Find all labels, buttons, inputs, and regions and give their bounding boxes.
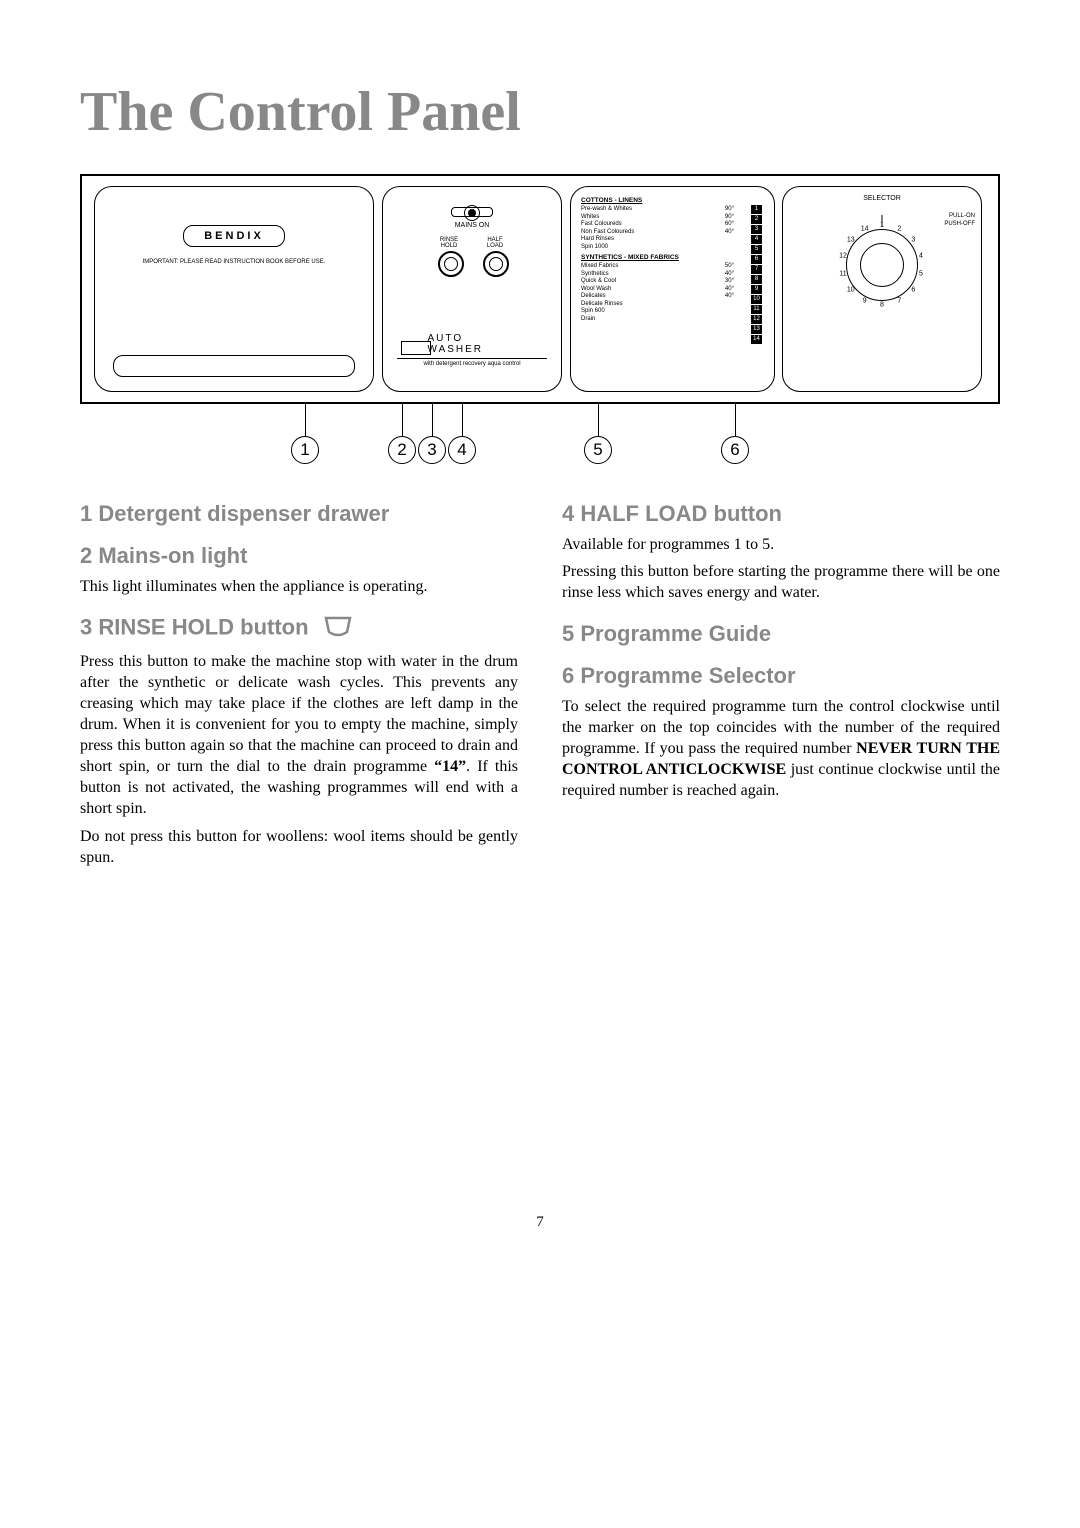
section-3-title-text: 3 RINSE HOLD button [80, 615, 309, 640]
prog-num-badge: 1 [751, 205, 762, 214]
section-6-body: To select the required programme turn th… [562, 696, 1000, 802]
prog-row: Pre-wash & Whites90° [581, 206, 734, 214]
prog-row: Hard Rinses [581, 236, 734, 244]
dial-number: 4 [919, 253, 923, 260]
prog-row: Quick & Cool30° [581, 278, 734, 286]
prog-row: Delicates40° [581, 293, 734, 301]
prog-row: Drain [581, 316, 734, 324]
prog-row: Delicate Rinses [581, 301, 734, 309]
dial-number: 5 [919, 270, 923, 277]
prog-num-badge: 8 [751, 275, 762, 284]
prog-row: Mixed Fabrics50° [581, 263, 734, 271]
dial-number: 6 [911, 286, 915, 293]
dial-number: 14 [861, 225, 869, 232]
marker-1: 1 [291, 436, 319, 464]
section-2-body: This light illuminates when the applianc… [80, 576, 518, 597]
prog-num-badge: 7 [751, 265, 762, 274]
marker-2: 2 [388, 436, 416, 464]
prog-num-badge: 9 [751, 285, 762, 294]
half-load-label: HALF LOAD [479, 237, 511, 249]
rinse-hold-button-icon [438, 251, 464, 277]
mains-on-label: MAINS ON [383, 222, 561, 229]
dial-number: 8 [880, 302, 884, 309]
brand-logo: BENDIX [183, 225, 285, 247]
prog-num-badge: 13 [751, 325, 762, 334]
prog-num-badge: 5 [751, 245, 762, 254]
dial-number: 3 [911, 237, 915, 244]
dial-number: 11 [839, 270, 846, 277]
section-5-title: 5 Programme Guide [562, 622, 1000, 646]
dial-number: 12 [839, 253, 847, 260]
marker-3: 3 [418, 436, 446, 464]
prog-num-badge: 14 [751, 335, 762, 344]
prog-num-badge: 11 [751, 305, 762, 314]
panel-programme-guide: COTTONS - LINENS Pre-wash & Whites90°Whi… [570, 186, 775, 392]
section-6-title: 6 Programme Selector [562, 664, 1000, 688]
rinse-hold-label: RINSE HOLD [433, 237, 465, 249]
dial-number: 7 [897, 298, 901, 305]
instruction-note: IMPORTANT: PLEASE READ INSTRUCTION BOOK … [95, 259, 373, 265]
prog-num-badge: 4 [751, 235, 762, 244]
prog-row: Spin 600 [581, 308, 734, 316]
prog-head-cottons: COTTONS - LINENS [581, 197, 734, 204]
prog-num-badge: 12 [751, 315, 762, 324]
dial-number: 1 [880, 222, 884, 229]
page-title: The Control Panel [80, 80, 1000, 144]
section-4-title: 4 HALF LOAD button [562, 502, 1000, 526]
callout-markers: 1 2 3 4 5 6 [80, 404, 1000, 462]
auto-washer-label: AUTO WASHER [428, 333, 517, 355]
prog-row: Whites90° [581, 214, 734, 222]
prog-num-badge: 2 [751, 215, 762, 224]
push-off-label: PUSH-OFF [944, 221, 975, 227]
panel-drawer: BENDIX IMPORTANT: PLEASE READ INSTRUCTIO… [94, 186, 374, 392]
prog-num-badge: 3 [751, 225, 762, 234]
prog-num-badge: 10 [751, 295, 762, 304]
prog-row: Synthetics40° [581, 271, 734, 279]
prog-row: Wool Wash40° [581, 286, 734, 294]
control-panel-diagram: BENDIX IMPORTANT: PLEASE READ INSTRUCTIO… [80, 174, 1000, 404]
pull-on-label: PULL-ON [949, 213, 975, 219]
marker-6: 6 [721, 436, 749, 464]
section-3-body-2: Do not press this button for woollens: w… [80, 826, 518, 868]
prog-num-badge: 6 [751, 255, 762, 264]
dial-number: 13 [847, 237, 855, 244]
section-4-body-1: Available for programmes 1 to 5. [562, 534, 1000, 555]
prog-head-synthetics: SYNTHETICS - MIXED FABRICS [581, 254, 734, 261]
selector-dial-icon: 1234567891011121314 [832, 215, 932, 315]
dial-number: 2 [897, 225, 901, 232]
prog-row: Spin 1000 [581, 244, 734, 252]
panel-selector: SELECTOR PULL-ON PUSH-OFF 12345678910111… [782, 186, 982, 392]
section-2-title: 2 Mains-on light [80, 544, 518, 568]
aux-rect-icon [401, 341, 431, 355]
prog-row: Fast Coloureds60° [581, 221, 734, 229]
auto-washer-subline: with detergent recovery aqua control [397, 358, 547, 367]
prog-row: Non Fast Coloureds40° [581, 229, 734, 237]
section-3-body-1: Press this button to make the machine st… [80, 651, 518, 820]
section-4-body-2: Pressing this button before starting the… [562, 561, 1000, 603]
section-1-title: 1 Detergent dispenser drawer [80, 502, 518, 526]
rinse-hold-icon [323, 615, 353, 642]
dial-number: 10 [847, 286, 855, 293]
selector-label: SELECTOR [783, 195, 981, 202]
drawer-slot [113, 355, 355, 377]
dial-number: 9 [863, 298, 867, 305]
mains-on-light-icon [464, 205, 480, 221]
half-load-button-icon [483, 251, 509, 277]
section-3-title: 3 RINSE HOLD button [80, 615, 518, 642]
panel-buttons: MAINS ON RINSE HOLD HALF LOAD AUTO WASHE… [382, 186, 562, 392]
marker-5: 5 [584, 436, 612, 464]
marker-4: 4 [448, 436, 476, 464]
page-number: 7 [80, 1214, 1000, 1231]
